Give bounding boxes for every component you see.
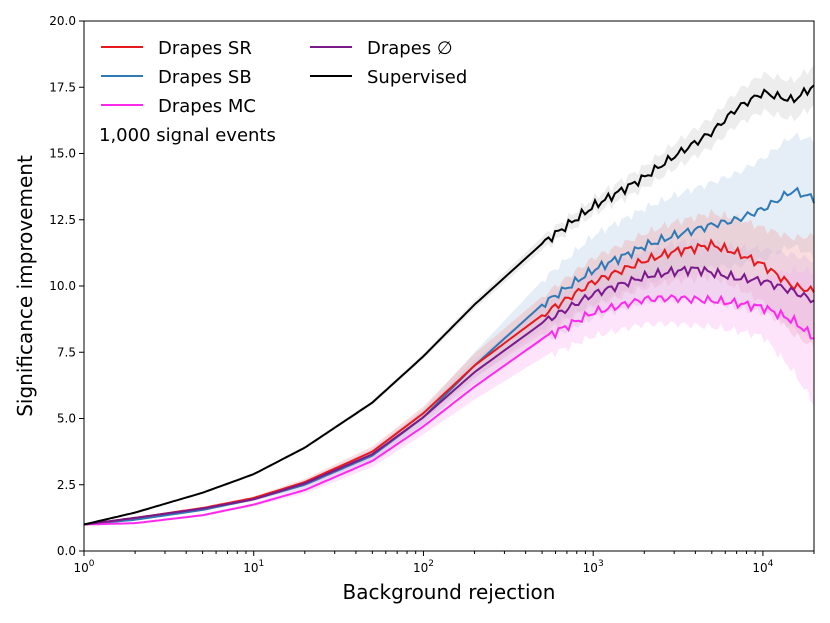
supervised-band bbox=[84, 65, 814, 526]
drapes-sb-line bbox=[83, 186, 815, 526]
x-axis-label: Background rejection bbox=[343, 580, 556, 604]
series-lines bbox=[83, 84, 815, 526]
legend-label-drapes: Drapes ∅ bbox=[367, 38, 453, 59]
y-tick-label: 10.0 bbox=[49, 279, 76, 293]
drapes-mc-line bbox=[83, 294, 815, 526]
x-tick-label: 101 bbox=[243, 559, 264, 575]
legend-label-drapes-sb: Drapes SB bbox=[158, 67, 252, 88]
x-tick-label: 104 bbox=[752, 559, 773, 575]
legend-label-drapes-sr: Drapes SR bbox=[158, 38, 252, 59]
supervised-line bbox=[83, 84, 815, 526]
drapes-line bbox=[83, 265, 815, 526]
drapes-sr-band bbox=[84, 208, 814, 526]
legend-label-drapes-mc: Drapes MC bbox=[158, 96, 256, 117]
y-tick-label: 0.0 bbox=[57, 544, 76, 558]
y-axis-ticks: 0.0 2.5 5.0 7.5 10.0 12.5 15.0 17.5 20.0 bbox=[49, 14, 84, 558]
y-tick-label: 2.5 bbox=[57, 478, 76, 492]
y-tick-label: 15.0 bbox=[49, 147, 76, 161]
y-tick-label: 5.0 bbox=[57, 412, 76, 426]
y-tick-label: 12.5 bbox=[49, 213, 76, 227]
x-axis-ticks: 100 101 102 103 104 bbox=[73, 551, 815, 575]
drapes-band bbox=[84, 238, 814, 525]
y-tick-label: 7.5 bbox=[57, 345, 76, 359]
legend: Drapes SR Drapes SB Drapes MC Drapes ∅ Super… bbox=[101, 38, 467, 117]
drapes-sb-band bbox=[84, 132, 814, 525]
x-tick-label: 103 bbox=[583, 559, 604, 575]
confidence-bands bbox=[84, 65, 814, 526]
x-tick-label: 102 bbox=[413, 559, 434, 575]
legend-label-supervised: Supervised bbox=[367, 67, 467, 88]
y-tick-label: 17.5 bbox=[49, 80, 76, 94]
x-tick-label: 100 bbox=[73, 559, 94, 575]
drapes-mc-band bbox=[84, 265, 814, 525]
y-tick-label: 20.0 bbox=[49, 14, 76, 28]
y-axis-label: Significance improvement bbox=[13, 155, 37, 417]
signal-events-annotation: 1,000 signal events bbox=[99, 125, 276, 146]
